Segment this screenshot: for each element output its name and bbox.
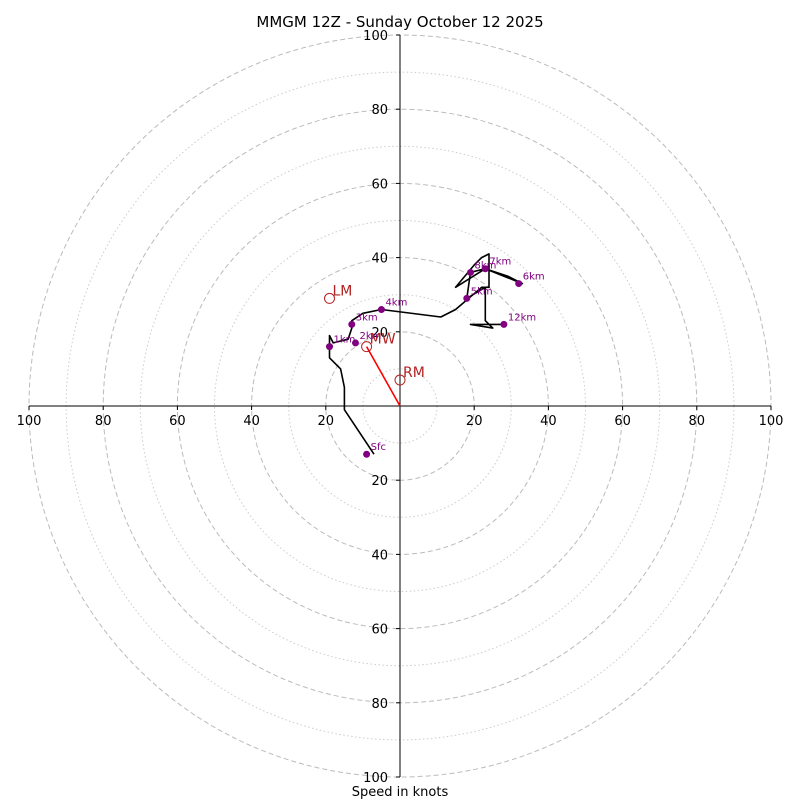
x-tick-label: 60 [169, 414, 186, 429]
x-tick-label: 60 [614, 414, 631, 429]
x-tick-label: 80 [95, 414, 112, 429]
height-marker-label: 8km [474, 260, 496, 271]
height-marker-dot [351, 339, 359, 347]
hodograph-trace-line [328, 253, 524, 455]
height-marker-dot [463, 294, 471, 302]
storm-motion-marker [394, 374, 406, 386]
wind-trace [328, 253, 524, 455]
x-tick-label: 20 [466, 414, 483, 429]
height-marker-dot [481, 265, 489, 273]
y-tick-label: 20 [371, 326, 388, 341]
x-tick-label: 20 [318, 414, 335, 429]
height-marker-label: 1km [334, 335, 356, 346]
y-tick-label: 60 [371, 623, 388, 638]
height-marker-dot [326, 343, 334, 351]
x-tick-label: 80 [689, 414, 706, 429]
x-tick-label: 100 [17, 414, 42, 429]
x-tick-label: 40 [540, 414, 557, 429]
shear-vector-line [365, 346, 401, 407]
height-marker-dot [348, 320, 356, 328]
y-tick-label: 80 [371, 697, 388, 712]
x-axis-label: Speed in knots [352, 785, 449, 800]
storm-motion-label: RM [403, 365, 425, 381]
shear-vector [365, 346, 401, 407]
y-tick-label: 100 [363, 771, 388, 786]
height-marker-label: 2km [359, 331, 381, 342]
x-tick-label: 100 [759, 414, 784, 429]
height-marker-dot [363, 450, 371, 458]
height-marker-label: 12km [508, 312, 536, 323]
storm-motion-marker [361, 341, 373, 353]
height-marker-label: 7km [489, 257, 511, 268]
y-tick-label: 60 [371, 177, 388, 192]
height-marker-dot [500, 320, 508, 328]
height-marker-label: 3km [356, 312, 378, 323]
height-marker-dot [377, 306, 385, 314]
y-tick-label: 40 [371, 548, 388, 563]
y-tick-label: 100 [363, 29, 388, 44]
height-marker-label: 6km [523, 272, 545, 283]
height-marker-label: 4km [385, 298, 407, 309]
storm-motion-marker [324, 292, 336, 304]
storm-motion-label: MW [370, 332, 396, 348]
height-marker-label: Sfc [371, 442, 386, 453]
height-marker-dot [466, 268, 474, 276]
tick-labels: 20 20 20 20 40 40 40 40 60 60 60 60 80 80 80 80 100 100 10… [17, 29, 784, 786]
y-tick-label: 20 [371, 474, 388, 489]
chart-title: MMGM 12Z - Sunday October 12 2025 [256, 13, 543, 31]
y-tick-label: 40 [371, 252, 388, 267]
height-marker-dot [515, 280, 523, 288]
y-tick-label: 80 [371, 103, 388, 118]
storm-motion-label: LM [333, 283, 353, 299]
storm-motion-markers: LM RM MW [324, 283, 425, 386]
x-tick-label: 40 [243, 414, 260, 429]
height-marker-label: 5km [471, 286, 493, 297]
